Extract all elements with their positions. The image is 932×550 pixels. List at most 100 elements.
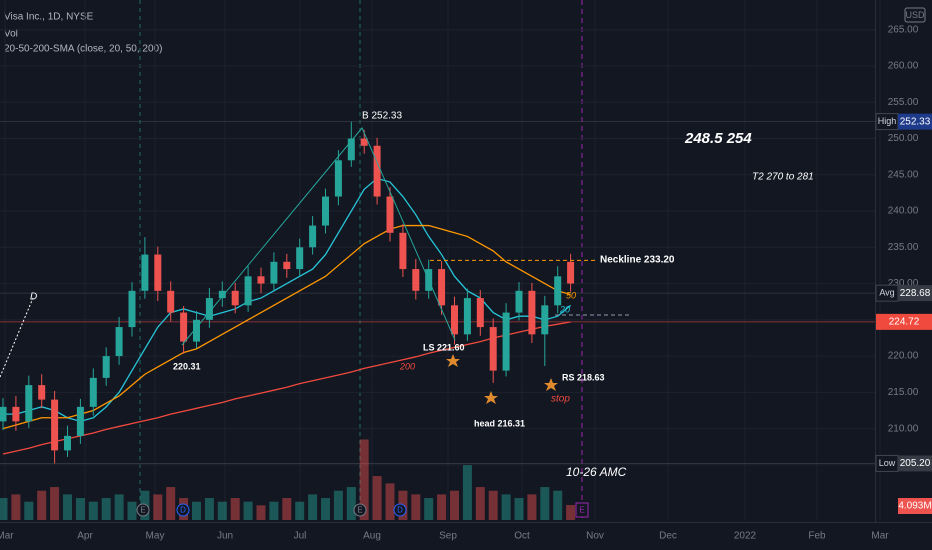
annotation: stop <box>551 394 570 405</box>
sma-line <box>2 321 571 455</box>
candle-body <box>412 269 420 291</box>
candle-body <box>334 160 342 197</box>
earnings-marker[interactable] <box>575 502 589 518</box>
marker-letter: E <box>140 506 145 515</box>
star <box>446 354 460 367</box>
candle-body <box>438 269 446 306</box>
x-tick-label: Sep <box>439 531 457 542</box>
marker-letter: E <box>579 506 584 515</box>
candle-body <box>451 305 458 335</box>
candle-body <box>244 276 252 306</box>
currency[interactable]: USD <box>905 10 925 20</box>
annotation: 248.5 254 <box>684 130 752 147</box>
volume-bar <box>50 487 60 520</box>
volume-bar <box>282 498 292 520</box>
x-tick-label: Mar <box>871 531 889 542</box>
earnings-marker[interactable] <box>353 503 367 517</box>
candle-body <box>12 406 20 422</box>
candle-body <box>515 290 523 313</box>
annotation: T2 270 to 281 <box>752 172 814 183</box>
candle-body <box>541 305 549 335</box>
candle-body <box>141 254 149 291</box>
x-tick-label: Dec <box>659 531 677 542</box>
currency-box[interactable] <box>904 7 926 23</box>
candle-body <box>0 406 7 422</box>
candle-body <box>399 232 407 270</box>
volume-bar <box>437 494 447 520</box>
tag-value: 224.72 <box>889 317 920 328</box>
x-tick-label: Jun <box>217 531 233 542</box>
volume-bar <box>0 498 8 520</box>
volume-bar <box>346 487 356 520</box>
x-tick-label: Feb <box>808 531 826 542</box>
candle-body <box>386 196 394 233</box>
volume-bar <box>127 501 137 520</box>
candle-body <box>283 261 291 270</box>
candle-body <box>567 261 575 284</box>
dividend-marker[interactable] <box>393 503 407 517</box>
volume-bar <box>256 505 266 520</box>
candle-body <box>193 319 200 342</box>
volume-bar <box>333 490 343 520</box>
x-tick-label: Jul <box>294 531 307 542</box>
volume-tag-box <box>898 498 932 514</box>
marker-letter: E <box>357 506 362 515</box>
sma-name: 50 <box>566 290 576 300</box>
candle-body <box>489 327 497 371</box>
volume-bar <box>553 490 563 520</box>
volume-bar <box>372 476 382 520</box>
annotation: RS 218.63 <box>562 372 605 382</box>
volume-bar <box>385 483 395 520</box>
tag-value-box <box>898 285 932 302</box>
x-tick-label: Apr <box>77 531 93 542</box>
symbol: Visa Inc., 1D, NYSE <box>4 12 94 23</box>
dividend-marker[interactable] <box>176 503 190 517</box>
tag-name: Avg <box>879 288 894 298</box>
volume-bar <box>527 494 537 520</box>
candle-body <box>38 385 46 400</box>
candle-body <box>463 298 471 335</box>
volume-bar <box>462 465 472 520</box>
y-tick-label: 235.00 <box>888 242 919 253</box>
candle-body <box>64 435 71 451</box>
candle-body <box>502 312 510 371</box>
volume-bar <box>411 494 421 520</box>
y-tick-label: 240.00 <box>888 206 919 217</box>
candle-body <box>554 276 562 306</box>
annotation: 220.31 <box>173 361 201 371</box>
annotation: D <box>30 292 37 303</box>
y-tick-label: 215.00 <box>888 387 919 398</box>
y-tick-label: 265.00 <box>888 24 919 35</box>
volume-bar <box>308 494 318 520</box>
candle-body <box>51 399 59 451</box>
candle-body <box>231 290 239 306</box>
volume-bar <box>37 490 47 520</box>
volume-bar <box>217 501 227 520</box>
event-markers: E D E D E <box>136 502 589 518</box>
y-tick-label: 260.00 <box>888 61 919 72</box>
volume-bar <box>153 494 163 520</box>
candle-body <box>270 261 278 284</box>
sma-label: 20-50-200-SMA (close, 20, 50, 200) <box>4 44 162 55</box>
tag-value: 205.20 <box>900 458 931 469</box>
candle-body <box>25 385 33 422</box>
sma-line <box>2 224 571 430</box>
volume-bar <box>488 490 498 520</box>
pattern-line <box>181 127 456 346</box>
volume-bar <box>269 501 279 520</box>
sma-name: 200 <box>399 361 415 371</box>
volume-bar <box>114 494 124 520</box>
volume-bar <box>88 501 98 520</box>
tag-value-box <box>876 313 932 330</box>
candle-body <box>180 312 188 342</box>
star <box>544 378 558 391</box>
annotation: head 216.31 <box>474 418 525 428</box>
y-tick-label: 245.00 <box>888 169 919 180</box>
sma-name: 20 <box>559 304 570 314</box>
tag-value: 228.68 <box>900 288 931 299</box>
marker-letter: D <box>180 506 186 515</box>
earnings-marker[interactable] <box>136 503 150 517</box>
candle-body <box>309 225 317 248</box>
candle-body <box>360 138 368 146</box>
